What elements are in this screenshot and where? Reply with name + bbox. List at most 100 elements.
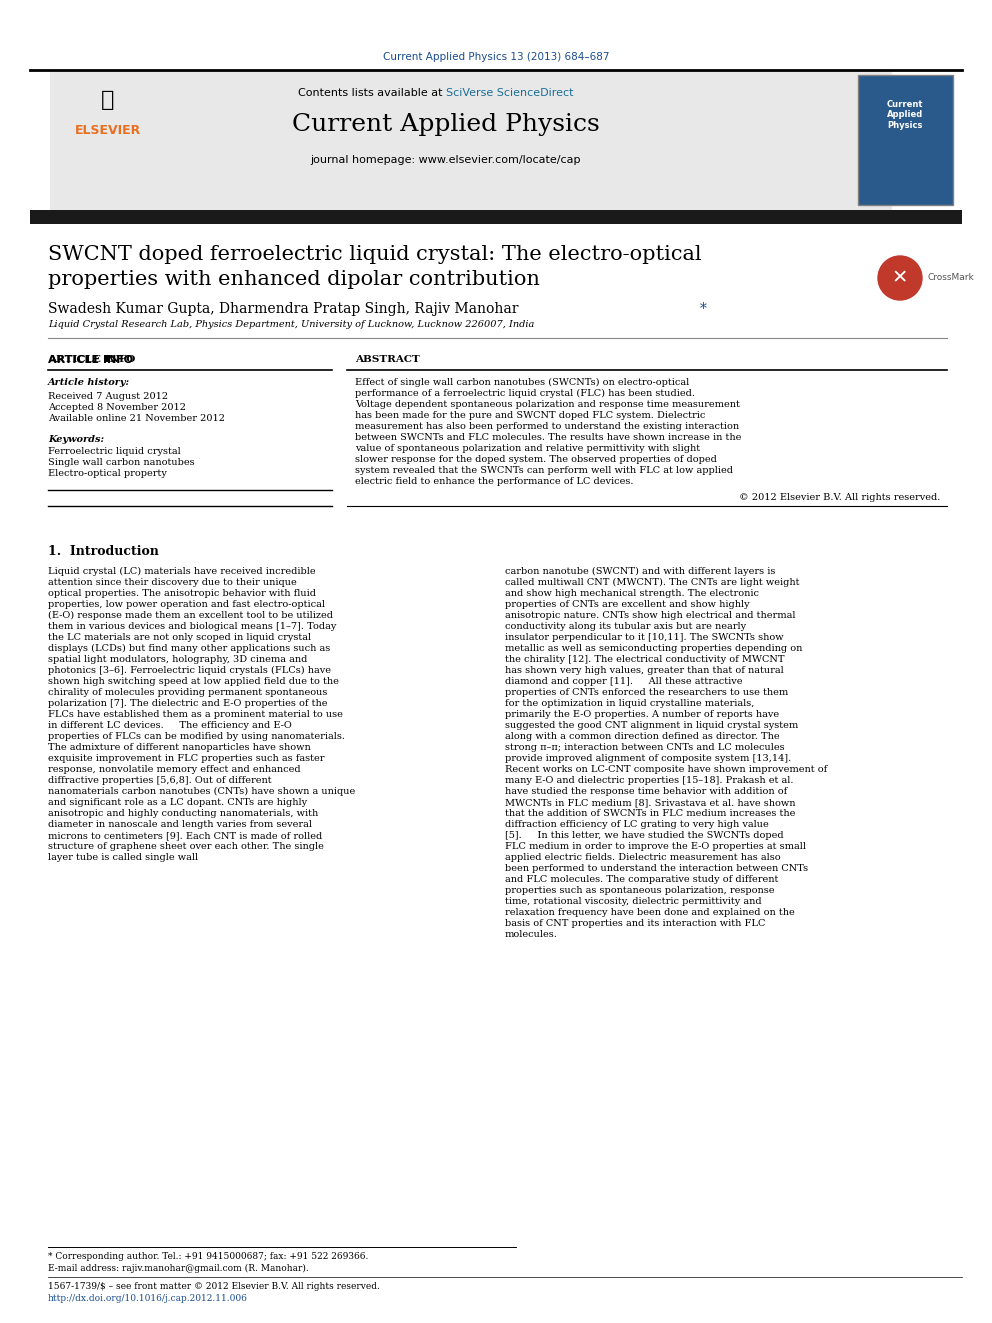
Text: have studied the response time behavior with addition of: have studied the response time behavior … xyxy=(505,787,788,796)
Text: electric field to enhance the performance of LC devices.: electric field to enhance the performanc… xyxy=(355,478,634,486)
Text: Received 7 August 2012: Received 7 August 2012 xyxy=(48,392,168,401)
Circle shape xyxy=(878,255,922,300)
Text: 1567-1739/$ – see front matter © 2012 Elsevier B.V. All rights reserved.: 1567-1739/$ – see front matter © 2012 El… xyxy=(48,1282,380,1291)
Bar xyxy=(858,75,953,205)
Text: properties with enhanced dipolar contribution: properties with enhanced dipolar contrib… xyxy=(48,270,540,288)
Text: diffractive properties [5,6,8]. Out of different: diffractive properties [5,6,8]. Out of d… xyxy=(48,777,272,785)
Text: been performed to understand the interaction between CNTs: been performed to understand the interac… xyxy=(505,864,808,873)
Text: Current
Applied
Physics: Current Applied Physics xyxy=(887,101,924,130)
Text: SWCNT doped ferroelectric liquid crystal: The electro-optical: SWCNT doped ferroelectric liquid crystal… xyxy=(48,245,701,265)
Text: diameter in nanoscale and length varies from several: diameter in nanoscale and length varies … xyxy=(48,820,312,830)
Text: that the addition of SWCNTs in FLC medium increases the: that the addition of SWCNTs in FLC mediu… xyxy=(505,808,796,818)
Text: many E-O and dielectric properties [15–18]. Prakash et al.: many E-O and dielectric properties [15–1… xyxy=(505,777,794,785)
Text: suggested the good CNT alignment in liquid crystal system: suggested the good CNT alignment in liqu… xyxy=(505,721,799,730)
Text: Accepted 8 November 2012: Accepted 8 November 2012 xyxy=(48,404,186,411)
Text: Keywords:: Keywords: xyxy=(48,435,104,445)
Text: time, rotational viscosity, dielectric permittivity and: time, rotational viscosity, dielectric p… xyxy=(505,897,762,906)
Text: ELSEVIER: ELSEVIER xyxy=(74,123,141,136)
Text: Liquid Crystal Research Lab, Physics Department, University of Lucknow, Lucknow : Liquid Crystal Research Lab, Physics Dep… xyxy=(48,320,535,329)
Text: Current Applied Physics: Current Applied Physics xyxy=(292,114,600,136)
Text: anisotropic and highly conducting nanomaterials, with: anisotropic and highly conducting nanoma… xyxy=(48,808,318,818)
Text: anisotropic nature. CNTs show high electrical and thermal: anisotropic nature. CNTs show high elect… xyxy=(505,611,796,620)
Text: along with a common direction defined as director. The: along with a common direction defined as… xyxy=(505,732,780,741)
Text: properties such as spontaneous polarization, response: properties such as spontaneous polarizat… xyxy=(505,886,775,894)
Text: * Corresponding author. Tel.: +91 9415000687; fax: +91 522 269366.: * Corresponding author. Tel.: +91 941500… xyxy=(48,1252,368,1261)
Text: carbon nanotube (SWCNT) and with different layers is: carbon nanotube (SWCNT) and with differe… xyxy=(505,568,776,576)
Text: the LC materials are not only scoped in liquid crystal: the LC materials are not only scoped in … xyxy=(48,632,311,642)
Text: displays (LCDs) but find many other applications such as: displays (LCDs) but find many other appl… xyxy=(48,644,330,654)
Text: and show high mechanical strength. The electronic: and show high mechanical strength. The e… xyxy=(505,589,759,598)
Text: diamond and copper [11].     All these attractive: diamond and copper [11]. All these attra… xyxy=(505,677,742,687)
Text: system revealed that the SWCNTs can perform well with FLC at low applied: system revealed that the SWCNTs can perf… xyxy=(355,466,733,475)
Text: Swadesh Kumar Gupta, Dharmendra Pratap Singh, Rajiv Manohar: Swadesh Kumar Gupta, Dharmendra Pratap S… xyxy=(48,302,519,316)
Text: nanomaterials carbon nanotubes (CNTs) have shown a unique: nanomaterials carbon nanotubes (CNTs) ha… xyxy=(48,787,355,796)
Text: E-mail address: rajiv.manohar@gmail.com (R. Manohar).: E-mail address: rajiv.manohar@gmail.com … xyxy=(48,1263,309,1273)
Bar xyxy=(30,210,962,224)
Bar xyxy=(50,71,892,210)
Text: spatial light modulators, holography, 3D cinema and: spatial light modulators, holography, 3D… xyxy=(48,655,308,664)
Text: and significant role as a LC dopant. CNTs are highly: and significant role as a LC dopant. CNT… xyxy=(48,798,308,807)
Text: The admixture of different nanoparticles have shown: The admixture of different nanoparticles… xyxy=(48,744,310,751)
Text: diffraction efficiency of LC grating to very high value: diffraction efficiency of LC grating to … xyxy=(505,820,769,830)
Text: optical properties. The anisotropic behavior with fluid: optical properties. The anisotropic beha… xyxy=(48,589,316,598)
Text: value of spontaneous polarization and relative permittivity with slight: value of spontaneous polarization and re… xyxy=(355,445,700,452)
Text: insulator perpendicular to it [10,11]. The SWCNTs show: insulator perpendicular to it [10,11]. T… xyxy=(505,632,784,642)
Text: for the optimization in liquid crystalline materials,: for the optimization in liquid crystalli… xyxy=(505,699,754,708)
Text: attention since their discovery due to their unique: attention since their discovery due to t… xyxy=(48,578,297,587)
Text: conductivity along its tubular axis but are nearly: conductivity along its tubular axis but … xyxy=(505,622,746,631)
Text: them in various devices and biological means [1–7]. Today: them in various devices and biological m… xyxy=(48,622,336,631)
Text: journal homepage: www.elsevier.com/locate/cap: journal homepage: www.elsevier.com/locat… xyxy=(310,155,581,165)
Text: properties of CNTs are excellent and show highly: properties of CNTs are excellent and sho… xyxy=(505,601,750,609)
Text: Liquid crystal (LC) materials have received incredible: Liquid crystal (LC) materials have recei… xyxy=(48,568,315,576)
Text: polarization [7]. The dielectric and E-O properties of the: polarization [7]. The dielectric and E-O… xyxy=(48,699,327,708)
Text: MWCNTs in FLC medium [8]. Srivastava et al. have shown: MWCNTs in FLC medium [8]. Srivastava et … xyxy=(505,798,796,807)
Text: ARTICLE INFO: ARTICLE INFO xyxy=(48,355,135,364)
Text: [5].     In this letter, we have studied the SWCNTs doped: [5]. In this letter, we have studied the… xyxy=(505,831,784,840)
Text: exquisite improvement in FLC properties such as faster: exquisite improvement in FLC properties … xyxy=(48,754,324,763)
Text: ARTICLE INFO: ARTICLE INFO xyxy=(48,355,133,365)
Text: properties of CNTs enforced the researchers to use them: properties of CNTs enforced the research… xyxy=(505,688,789,697)
Text: 🌳: 🌳 xyxy=(101,90,115,110)
Text: measurement has also been performed to understand the existing interaction: measurement has also been performed to u… xyxy=(355,422,739,431)
Text: provide improved alignment of composite system [13,14].: provide improved alignment of composite … xyxy=(505,754,792,763)
Text: © 2012 Elsevier B.V. All rights reserved.: © 2012 Elsevier B.V. All rights reserved… xyxy=(739,493,940,501)
Text: FLC medium in order to improve the E-O properties at small: FLC medium in order to improve the E-O p… xyxy=(505,841,806,851)
Text: *: * xyxy=(700,302,707,316)
Text: strong π–π; interaction between CNTs and LC molecules: strong π–π; interaction between CNTs and… xyxy=(505,744,785,751)
Text: structure of graphene sheet over each other. The single: structure of graphene sheet over each ot… xyxy=(48,841,323,851)
Text: and FLC molecules. The comparative study of different: and FLC molecules. The comparative study… xyxy=(505,875,779,884)
Text: chirality of molecules providing permanent spontaneous: chirality of molecules providing permane… xyxy=(48,688,327,697)
Text: layer tube is called single wall: layer tube is called single wall xyxy=(48,853,198,863)
Text: Single wall carbon nanotubes: Single wall carbon nanotubes xyxy=(48,458,194,467)
Text: has shown very high values, greater than that of natural: has shown very high values, greater than… xyxy=(505,665,784,675)
Text: relaxation frequency have been done and explained on the: relaxation frequency have been done and … xyxy=(505,908,795,917)
Text: in different LC devices.     The efficiency and E-O: in different LC devices. The efficiency … xyxy=(48,721,292,730)
Text: response, nonvolatile memory effect and enhanced: response, nonvolatile memory effect and … xyxy=(48,765,301,774)
Text: metallic as well as semiconducting properties depending on: metallic as well as semiconducting prope… xyxy=(505,644,803,654)
Text: FLCs have established them as a prominent material to use: FLCs have established them as a prominen… xyxy=(48,710,343,718)
Text: CrossMark: CrossMark xyxy=(928,274,975,283)
Text: Current Applied Physics 13 (2013) 684–687: Current Applied Physics 13 (2013) 684–68… xyxy=(383,52,609,62)
Text: ✕: ✕ xyxy=(892,269,909,287)
Text: SciVerse ScienceDirect: SciVerse ScienceDirect xyxy=(446,89,573,98)
Text: Electro-optical property: Electro-optical property xyxy=(48,468,167,478)
Text: between SWCNTs and FLC molecules. The results have shown increase in the: between SWCNTs and FLC molecules. The re… xyxy=(355,433,741,442)
Text: has been made for the pure and SWCNT doped FLC system. Dielectric: has been made for the pure and SWCNT dop… xyxy=(355,411,705,419)
Text: performance of a ferroelectric liquid crystal (FLC) has been studied.: performance of a ferroelectric liquid cr… xyxy=(355,389,695,398)
Text: applied electric fields. Dielectric measurement has also: applied electric fields. Dielectric meas… xyxy=(505,853,781,863)
Text: Recent works on LC-CNT composite have shown improvement of: Recent works on LC-CNT composite have sh… xyxy=(505,765,827,774)
Text: http://dx.doi.org/10.1016/j.cap.2012.11.006: http://dx.doi.org/10.1016/j.cap.2012.11.… xyxy=(48,1294,248,1303)
Text: Article history:: Article history: xyxy=(48,378,130,388)
Text: shown high switching speed at low applied field due to the: shown high switching speed at low applie… xyxy=(48,677,339,687)
Text: properties, low power operation and fast electro-optical: properties, low power operation and fast… xyxy=(48,601,325,609)
Text: (E-O) response made them an excellent tool to be utilized: (E-O) response made them an excellent to… xyxy=(48,611,333,620)
Text: Contents lists available at: Contents lists available at xyxy=(298,89,446,98)
Text: basis of CNT properties and its interaction with FLC: basis of CNT properties and its interact… xyxy=(505,919,766,927)
Text: Voltage dependent spontaneous polarization and response time measurement: Voltage dependent spontaneous polarizati… xyxy=(355,400,740,409)
Text: the chirality [12]. The electrical conductivity of MWCNT: the chirality [12]. The electrical condu… xyxy=(505,655,785,664)
Text: ABSTRACT: ABSTRACT xyxy=(355,355,420,364)
Text: slower response for the doped system. The observed properties of doped: slower response for the doped system. Th… xyxy=(355,455,717,464)
Text: 1.  Introduction: 1. Introduction xyxy=(48,545,159,558)
Text: properties of FLCs can be modified by using nanomaterials.: properties of FLCs can be modified by us… xyxy=(48,732,345,741)
Text: Available online 21 November 2012: Available online 21 November 2012 xyxy=(48,414,225,423)
